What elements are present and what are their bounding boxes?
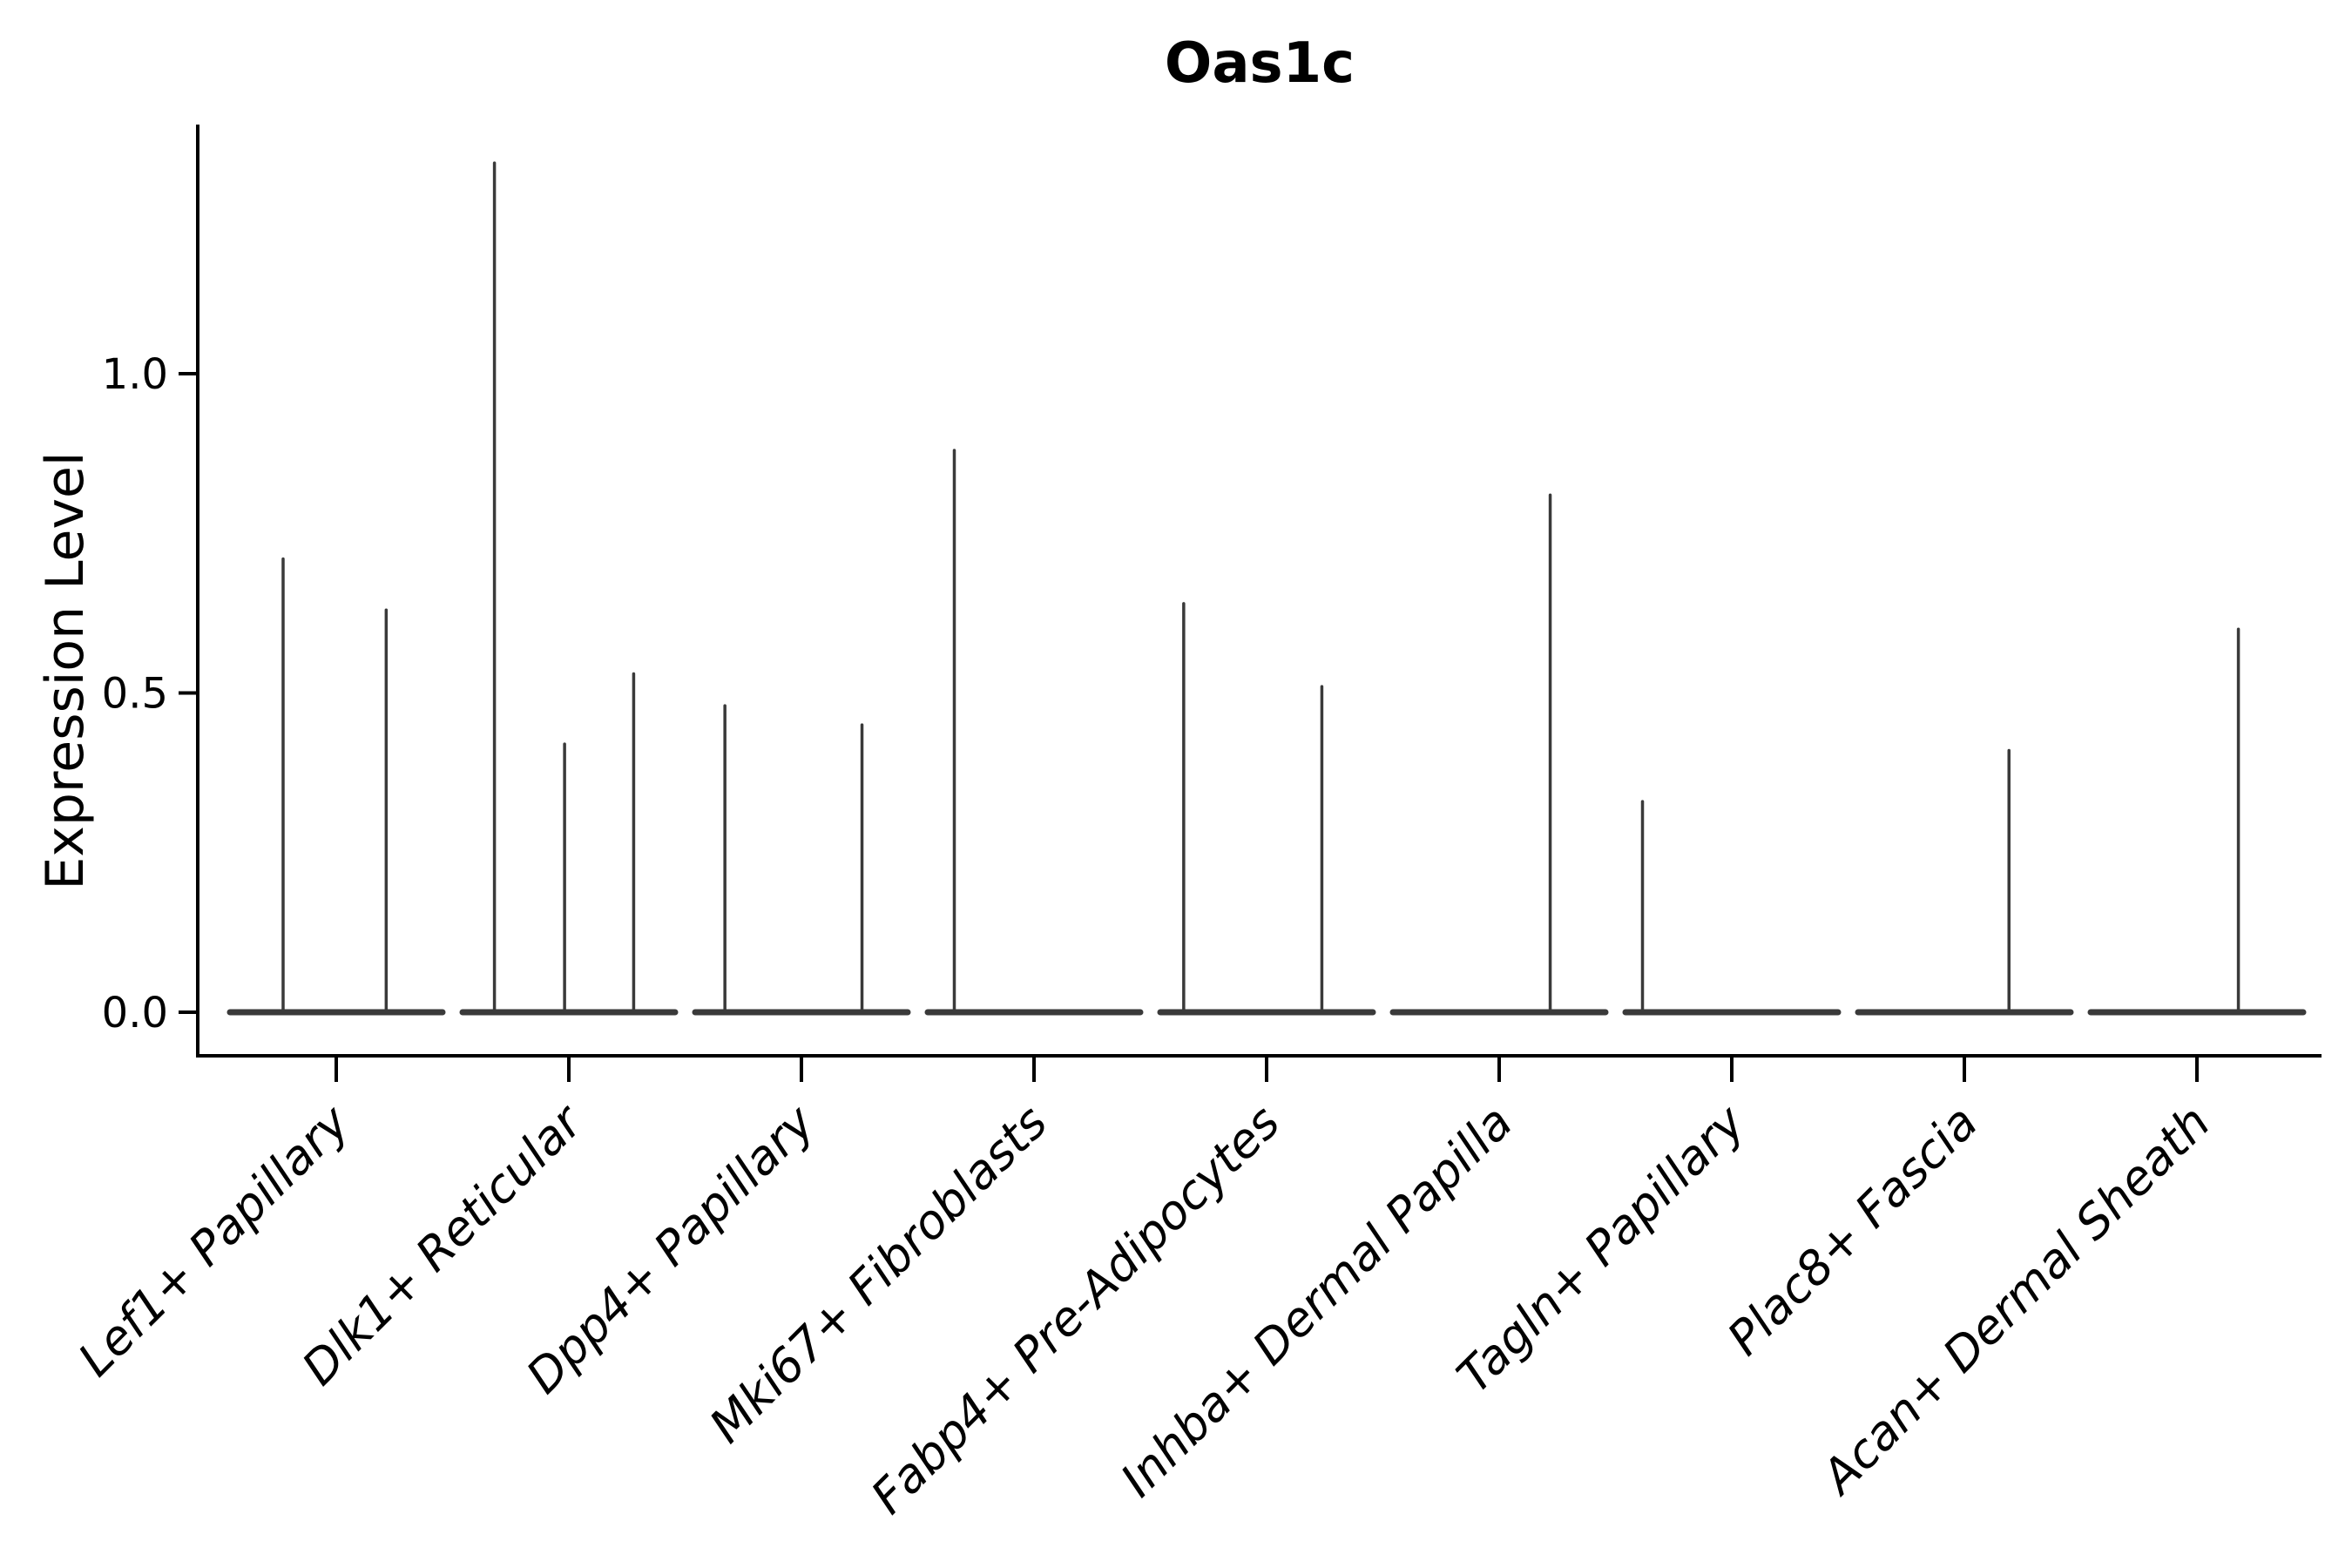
chart-title: Oas1c — [1164, 31, 1355, 96]
x-tick-label: Acan+ Dermal Sheath — [1809, 1095, 2220, 1506]
x-tick-label: Fabp4+ Pre-Adipocytes — [861, 1095, 1290, 1524]
y-tick-label: 1.0 — [102, 350, 168, 399]
y-tick-label: 0.5 — [102, 669, 168, 718]
x-tick-label: Inhba+ Dermal Papilla — [1110, 1095, 1523, 1508]
x-tick-label: Plac8+ Fascia — [1717, 1095, 1988, 1366]
y-tick-label: 0.0 — [102, 989, 168, 1037]
